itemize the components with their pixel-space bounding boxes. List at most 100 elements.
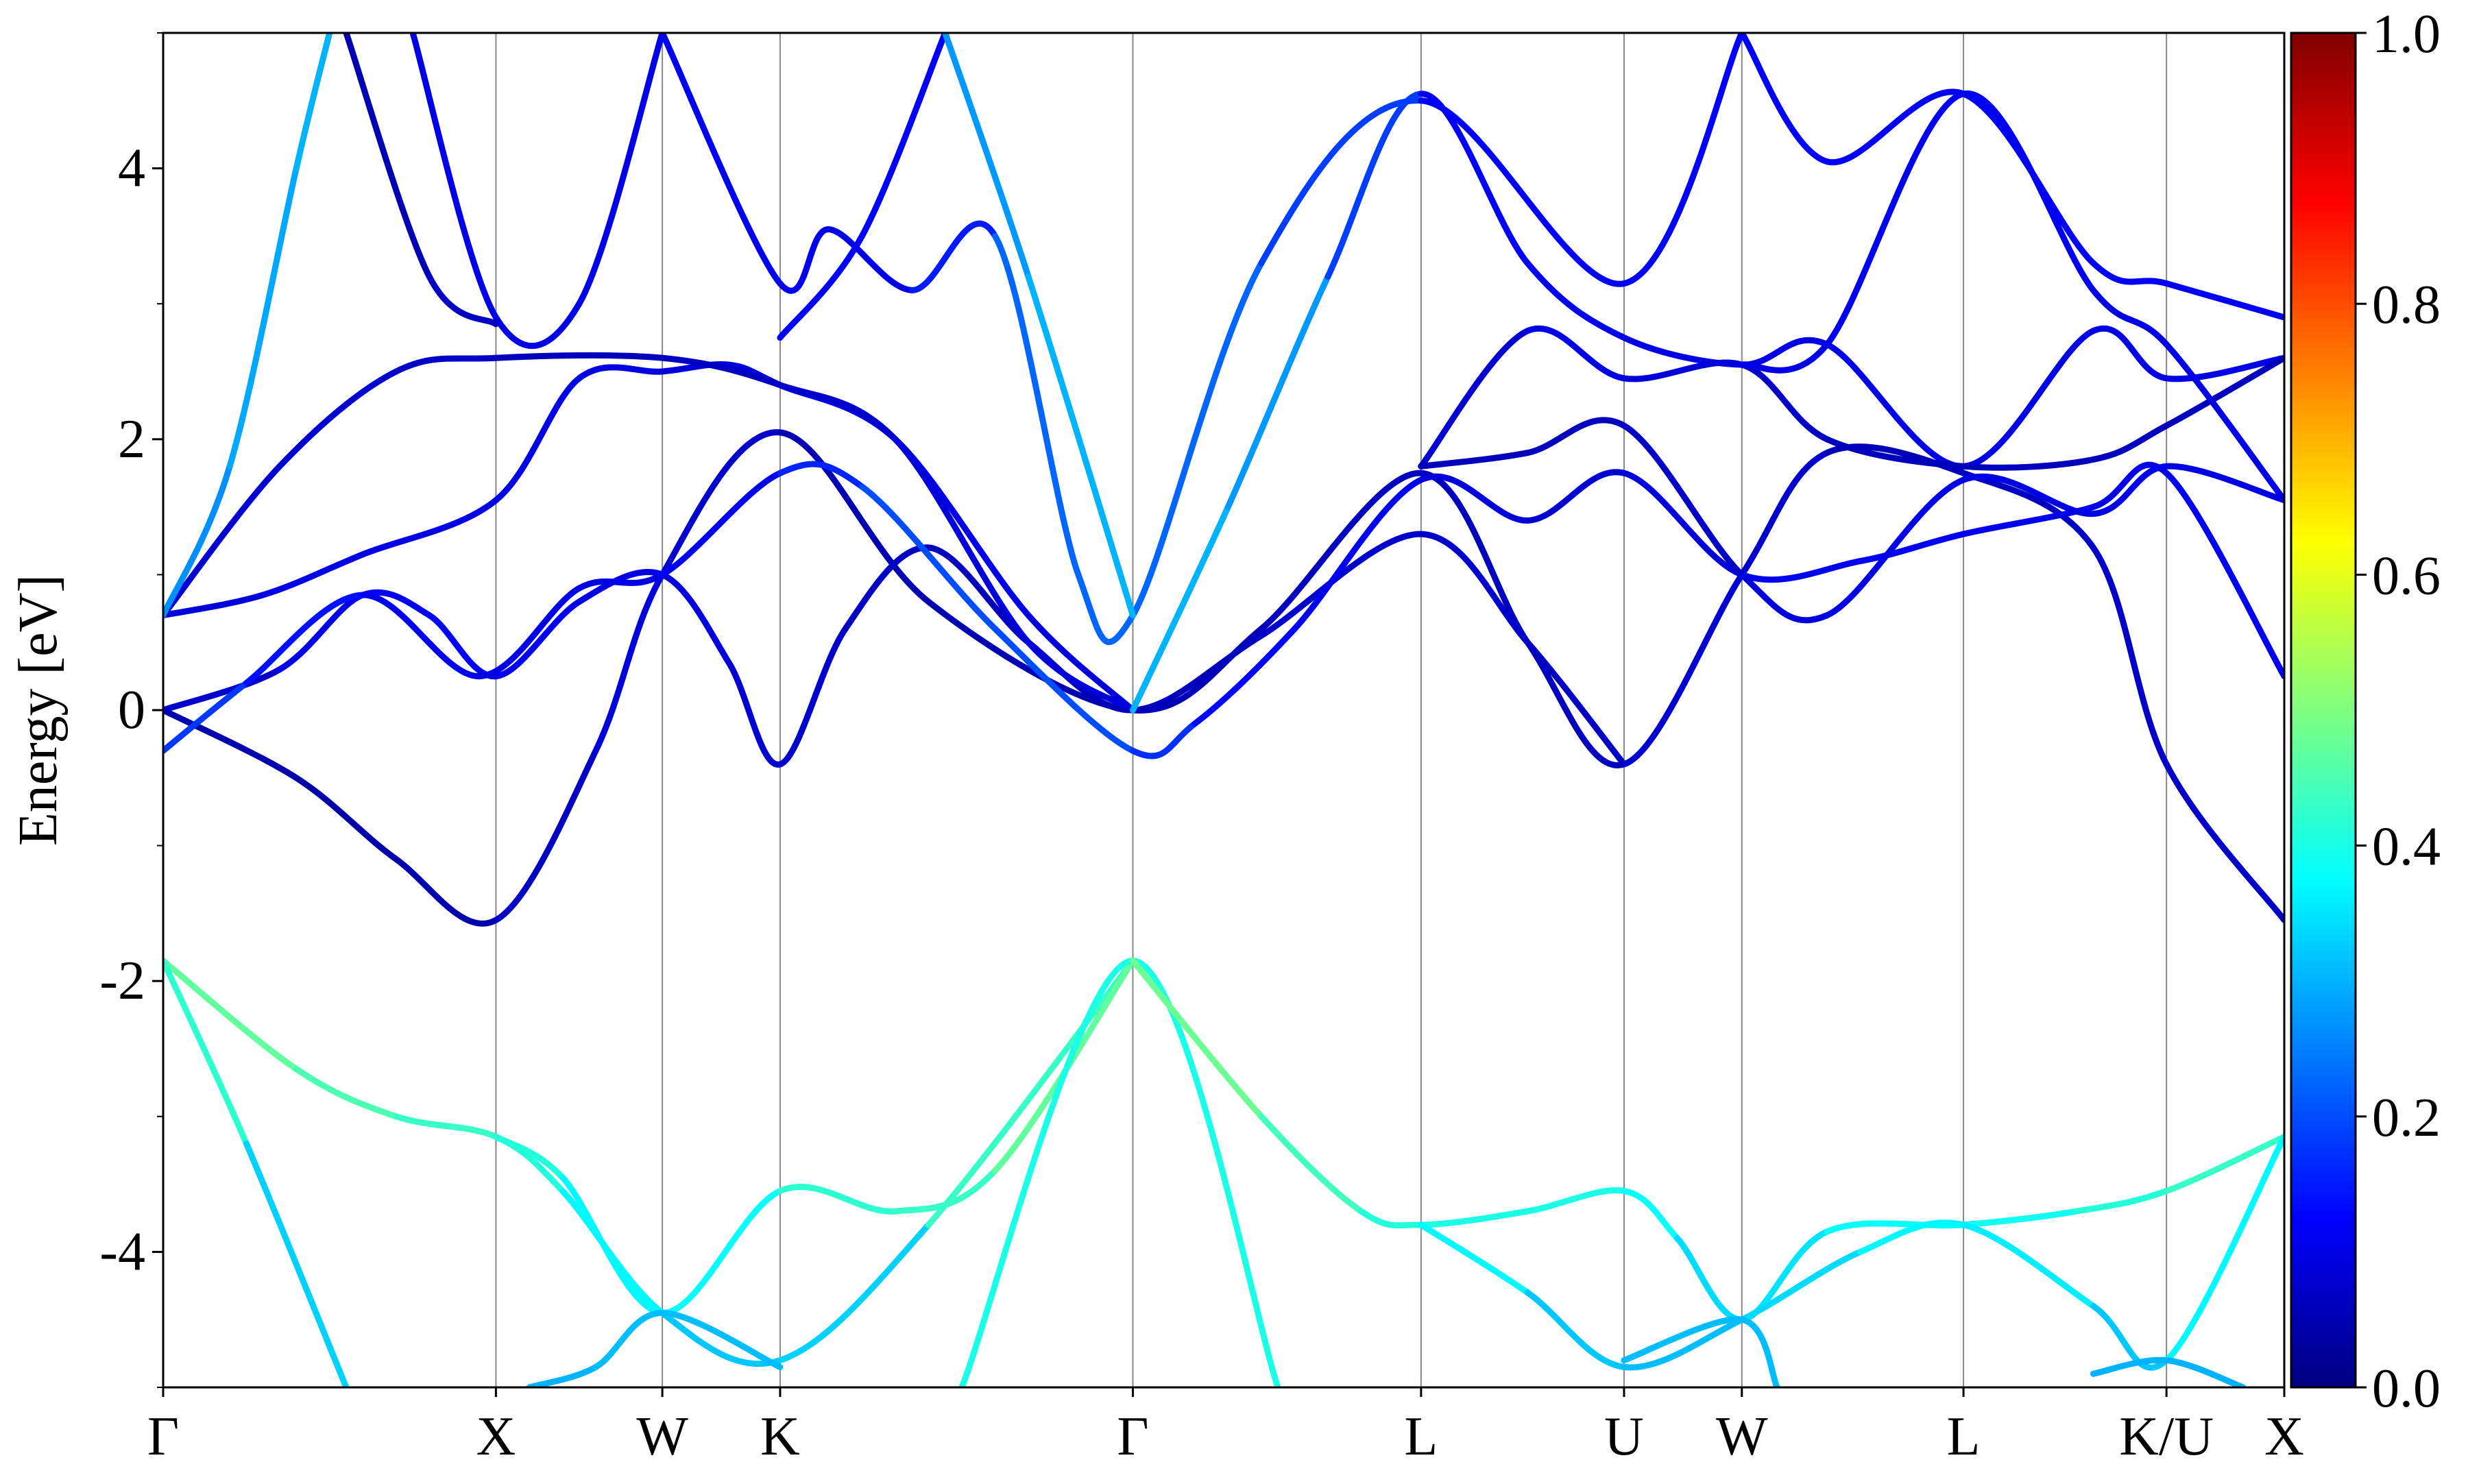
band-segment xyxy=(2163,1133,2284,1363)
band-segment xyxy=(393,354,499,375)
band-segment xyxy=(1130,504,1231,714)
band-segment xyxy=(825,226,915,293)
band-segment xyxy=(2163,1133,2284,1194)
band-6 xyxy=(1418,1133,2284,1371)
band-segment xyxy=(777,429,932,605)
band-segment xyxy=(1739,341,1830,374)
y-axis: -4 -2 0 2 4 xyxy=(99,32,163,1388)
band-segment xyxy=(1739,1248,1864,1323)
x-tick-label: L xyxy=(1404,1407,1438,1467)
band-segment xyxy=(492,1133,566,1181)
band-segment xyxy=(2163,761,2284,923)
band-segment xyxy=(359,497,499,558)
band-segment xyxy=(343,33,433,280)
band-segment xyxy=(892,1167,998,1215)
y-tick-label: 4 xyxy=(118,138,145,199)
band-1 xyxy=(163,958,350,1387)
band-segment xyxy=(1739,1316,1780,1387)
band-segment xyxy=(2090,260,2170,287)
y-tick-label: -4 xyxy=(99,1221,145,1282)
band-14 xyxy=(163,33,333,619)
band-segment xyxy=(1324,90,1425,280)
band-segment xyxy=(163,680,250,754)
band-segment xyxy=(1524,417,1628,457)
band-segment xyxy=(559,1188,666,1316)
band-segment xyxy=(1524,325,1628,382)
band-segment xyxy=(492,352,666,361)
band-segment xyxy=(1621,422,1745,578)
band-segment xyxy=(559,1174,666,1316)
band-segment xyxy=(163,707,300,781)
band-segment xyxy=(992,958,1136,1174)
band-segment xyxy=(1258,97,1425,267)
band-segment xyxy=(1960,1221,2096,1309)
band-21 xyxy=(1418,325,2284,471)
band-segment xyxy=(1960,473,2096,518)
band-segment xyxy=(1224,273,1331,511)
band-19 xyxy=(942,33,1136,619)
band-segment xyxy=(1524,1187,1628,1215)
band-22 xyxy=(1418,417,2284,624)
band-segment xyxy=(426,612,499,680)
colorbar-tick-label: 1.0 xyxy=(2372,4,2441,64)
band-segment xyxy=(1824,90,1967,348)
x-tick-label: W xyxy=(1716,1407,1768,1467)
bands xyxy=(163,33,2284,1387)
band-segment xyxy=(1524,639,1628,768)
band-18 xyxy=(777,33,949,341)
band-15 xyxy=(409,33,666,349)
band-segment xyxy=(1621,571,1745,768)
band-segment xyxy=(576,571,666,592)
band-segment xyxy=(2163,341,2284,504)
band-9 xyxy=(163,429,2284,927)
band-segment xyxy=(1524,1289,1628,1370)
colorbar-tick-label: 0.6 xyxy=(2372,546,2441,606)
band-segment xyxy=(1025,639,1136,714)
band-segment xyxy=(426,273,499,328)
band-segment xyxy=(1621,1316,1745,1363)
band-segment xyxy=(592,1309,666,1370)
band-segment xyxy=(243,1140,350,1387)
band-segment xyxy=(1824,88,1967,166)
x-tick-label: W xyxy=(636,1407,688,1467)
band-segment xyxy=(163,463,233,619)
band-segment xyxy=(725,659,784,768)
band-segment xyxy=(659,1309,784,1370)
band-segment xyxy=(2163,463,2284,504)
band-segment xyxy=(842,544,932,632)
band-segment xyxy=(2163,1357,2247,1387)
band-segment xyxy=(2090,1357,2170,1377)
band-segment xyxy=(293,1066,400,1120)
band-segment xyxy=(777,461,865,490)
band-segment xyxy=(243,592,366,686)
colorbar-tick-label: 0.8 xyxy=(2372,275,2441,335)
band-segment xyxy=(492,375,583,504)
band-segment xyxy=(777,226,832,294)
band-segment xyxy=(163,592,267,619)
band-segment xyxy=(163,958,300,1073)
y-tick-label: -2 xyxy=(99,951,145,1011)
band-segment xyxy=(2163,470,2284,680)
band-segment xyxy=(1418,90,1531,267)
band-segment xyxy=(2090,287,2170,348)
band-segment xyxy=(1418,470,1531,646)
band-17 xyxy=(659,33,1745,645)
band-7 xyxy=(1621,1316,1780,1387)
band-segment xyxy=(1857,1219,1967,1255)
x-tick-label: K/U xyxy=(2119,1407,2214,1467)
band-segment xyxy=(2090,544,2170,768)
x-tick-label: X xyxy=(2264,1407,2304,1467)
band-segment xyxy=(1130,958,1281,1387)
band-segment xyxy=(2073,1188,2170,1215)
band-23 xyxy=(1739,33,2284,321)
band-segment xyxy=(892,436,1032,646)
band-segment xyxy=(359,592,483,680)
x-tick-label: L xyxy=(1947,1407,1981,1467)
band-segment xyxy=(858,33,949,239)
band-8 xyxy=(2090,1357,2247,1387)
band-segment xyxy=(1739,361,1830,443)
colorbar-tick-label: 0.0 xyxy=(2372,1359,2441,1419)
band-segment xyxy=(925,958,1136,1228)
band-segment xyxy=(777,382,899,443)
